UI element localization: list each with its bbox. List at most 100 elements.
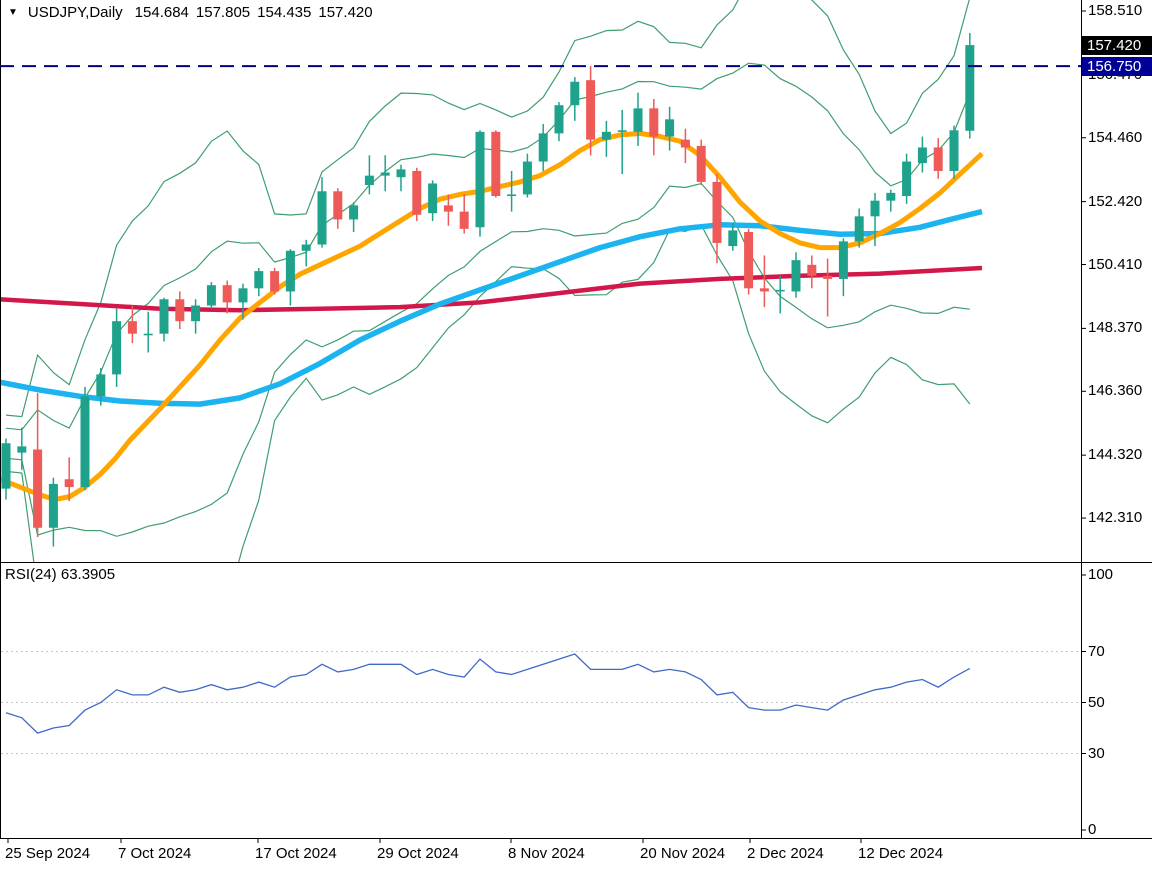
bull-candle-body bbox=[917, 147, 927, 164]
bear-candle-body bbox=[33, 449, 43, 528]
upper-band-line bbox=[5, 62, 971, 431]
bull-candle-body bbox=[96, 374, 106, 397]
bull-candle-body bbox=[1, 443, 11, 489]
bull-candle-body bbox=[364, 175, 374, 186]
bull-candle-body bbox=[301, 244, 311, 251]
bull-candle-body bbox=[775, 289, 785, 292]
bear-candle-body bbox=[64, 479, 74, 488]
bull-candle-body bbox=[570, 81, 580, 106]
bull-candle-body bbox=[949, 130, 959, 171]
rsi-line bbox=[5, 653, 971, 734]
bull-candle-body bbox=[317, 191, 327, 245]
bear-candle-body bbox=[333, 191, 343, 220]
bull-candle-body bbox=[112, 321, 122, 375]
price-axis-label: 158.510 bbox=[1088, 2, 1143, 19]
date-axis-label: 17 Oct 2024 bbox=[255, 845, 337, 862]
bull-candle-body bbox=[17, 446, 27, 453]
symbol-timeframe-label: USDJPY,Daily bbox=[27, 4, 123, 21]
rsi-axis-label: 100 bbox=[1088, 566, 1114, 583]
date-axis-label: 7 Oct 2024 bbox=[118, 845, 192, 862]
price-axis-label: 142.310 bbox=[1088, 509, 1143, 527]
date-axis-label: 25 Sep 2024 bbox=[5, 845, 91, 862]
bull-candle-body bbox=[886, 192, 896, 201]
date-axis-label: 20 Nov 2024 bbox=[640, 845, 726, 862]
bull-candle-body bbox=[728, 230, 738, 247]
price-axis-label: 148.370 bbox=[1088, 319, 1143, 337]
rsi-panel[interactable] bbox=[1, 651, 1081, 754]
bear-candle-body bbox=[586, 80, 596, 140]
rsi-axis-label: 50 bbox=[1088, 693, 1105, 711]
price-axis-label: 146.360 bbox=[1088, 382, 1143, 400]
bear-candle-body bbox=[933, 147, 943, 171]
bull-candle-body bbox=[396, 169, 406, 178]
bear-candle-body bbox=[807, 264, 817, 276]
bull-candle-body bbox=[191, 305, 201, 322]
rsi-axis-label: 0 bbox=[1088, 821, 1097, 838]
price-axis-label: 144.320 bbox=[1088, 446, 1143, 464]
bull-candle-body bbox=[80, 396, 90, 488]
bear-candle-body bbox=[649, 108, 659, 137]
bull-candle-body bbox=[601, 131, 611, 140]
rsi-axis-label: 30 bbox=[1088, 744, 1105, 762]
bull-candle-body bbox=[965, 45, 975, 131]
bull-candle-body bbox=[507, 194, 517, 197]
price-axis-label: 154.460 bbox=[1088, 128, 1143, 146]
high-value: 157.805 bbox=[195, 4, 251, 21]
bull-candle-body bbox=[143, 333, 153, 336]
chart-header: ▼ USDJPY,Daily 154.684 157.805 154.435 1… bbox=[8, 4, 380, 21]
bull-candle-body bbox=[48, 483, 58, 528]
bull-candle-body bbox=[554, 105, 564, 134]
bull-candle-body bbox=[902, 161, 912, 196]
bull-candle-body bbox=[380, 172, 390, 176]
close-value: 157.420 bbox=[318, 4, 373, 21]
bull-candle-body bbox=[475, 131, 485, 228]
main-panel[interactable] bbox=[0, 0, 984, 627]
bear-candle-body bbox=[759, 288, 769, 292]
low-value: 154.435 bbox=[257, 4, 312, 21]
rsi-axis-label: 70 bbox=[1088, 642, 1105, 660]
upper-band-line bbox=[5, 0, 970, 418]
bull-candle-body bbox=[522, 161, 532, 195]
bull-candle-body bbox=[665, 119, 675, 137]
bull-candle-body bbox=[791, 260, 801, 292]
open-value: 154.684 bbox=[134, 4, 189, 21]
bear-candle-body bbox=[744, 231, 754, 289]
bear-candle-body bbox=[127, 321, 137, 334]
bull-candle-body bbox=[206, 285, 216, 306]
bear-candle-body bbox=[222, 285, 232, 303]
rsi-indicator-label: RSI(24) 63.3905 bbox=[5, 566, 116, 583]
hline-price-badge: 156.750 bbox=[1082, 57, 1152, 76]
bear-candle-body bbox=[270, 271, 280, 292]
bear-candle-body bbox=[823, 275, 833, 279]
axes bbox=[0, 0, 1152, 843]
bull-candle-body bbox=[870, 200, 880, 217]
last-price-badge: 157.420 bbox=[1082, 36, 1152, 55]
date-axis-label: 8 Nov 2024 bbox=[508, 845, 585, 862]
bull-candle-body bbox=[285, 250, 295, 292]
bear-candle-body bbox=[175, 299, 185, 322]
bear-candle-body bbox=[459, 211, 469, 229]
price-axis-label: 150.410 bbox=[1088, 255, 1143, 273]
chevron-down-icon[interactable]: ▼ bbox=[8, 7, 18, 18]
bull-candle-body bbox=[838, 241, 848, 279]
bull-candle-body bbox=[254, 271, 264, 289]
bull-candle-body bbox=[633, 108, 643, 132]
date-axis-label: 2 Dec 2024 bbox=[747, 845, 824, 862]
bull-candle-body bbox=[238, 288, 248, 303]
bear-candle-body bbox=[712, 181, 722, 243]
bull-candle-body bbox=[428, 183, 438, 214]
lower-band-line bbox=[5, 182, 970, 537]
fast-ma-line bbox=[1, 130, 984, 503]
price-axis-label: 152.420 bbox=[1088, 192, 1143, 210]
bear-candle-body bbox=[491, 131, 501, 196]
bull-candle-body bbox=[538, 133, 548, 162]
bull-candle-body bbox=[854, 216, 864, 242]
date-axis-label: 12 Dec 2024 bbox=[858, 845, 944, 862]
bull-candle-body bbox=[349, 205, 359, 220]
bear-candle-body bbox=[680, 139, 690, 148]
bear-candle-body bbox=[443, 205, 453, 212]
date-axis-label: 29 Oct 2024 bbox=[377, 845, 459, 862]
bull-candle-body bbox=[159, 299, 169, 334]
